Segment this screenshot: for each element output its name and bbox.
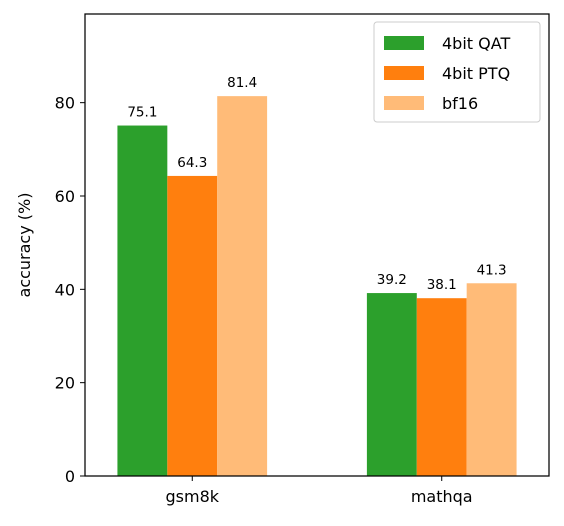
legend: 4bit QAT 4bit PTQ bf16 — [373, 21, 541, 123]
y-tick-label: 80 — [55, 94, 75, 113]
x-tick-label: mathqa — [411, 487, 473, 506]
data-label: 39.2 — [377, 272, 407, 288]
bar-gsm8k-bf16 — [217, 96, 268, 476]
legend-label: bf16 — [442, 94, 478, 113]
y-tick-label: 0 — [65, 467, 75, 486]
bars-layer — [117, 96, 517, 477]
y-axis: 0 20 40 60 80 — [55, 94, 85, 486]
x-axis: gsm8k mathqa — [166, 476, 473, 506]
y-tick-label: 20 — [55, 374, 75, 393]
legend-swatch — [384, 36, 424, 50]
data-labels-layer: 75.1 39.2 64.3 38.1 81.4 41.3 — [127, 75, 506, 293]
legend-swatch — [384, 96, 424, 110]
data-label: 75.1 — [127, 105, 157, 121]
x-tick-label: gsm8k — [166, 487, 220, 506]
y-tick-label: 60 — [55, 187, 75, 206]
y-axis-label: accuracy (%) — [15, 193, 34, 298]
plot-frame — [84, 13, 550, 477]
data-label: 64.3 — [177, 155, 207, 171]
legend-swatch — [384, 66, 424, 80]
bar-mathqa-bf16 — [466, 283, 517, 476]
bar-mathqa-4bit-ptq — [416, 298, 467, 476]
data-label: 81.4 — [227, 75, 257, 91]
data-label: 41.3 — [477, 262, 507, 278]
bar-mathqa-4bit-qat — [366, 293, 417, 476]
legend-label: 4bit PTQ — [442, 64, 510, 83]
y-tick-label: 40 — [55, 280, 75, 299]
bar-gsm8k-4bit-ptq — [167, 175, 218, 476]
data-label: 38.1 — [427, 277, 457, 293]
bar-gsm8k-4bit-qat — [117, 125, 168, 477]
legend-label: 4bit QAT — [442, 34, 510, 53]
